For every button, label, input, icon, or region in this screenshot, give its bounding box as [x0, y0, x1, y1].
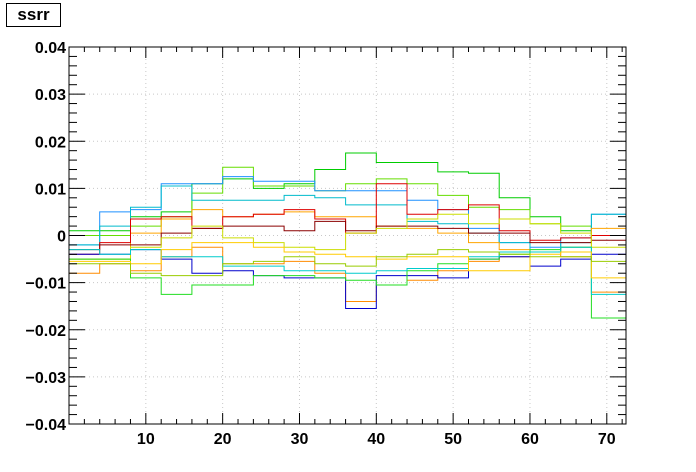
- series-line-6: [69, 183, 626, 255]
- x-tick-label: 60: [521, 431, 539, 448]
- y-tick-label: 0: [57, 229, 66, 246]
- tick-labels: 10 20 30 40 50 60 70 0.04 0.03 0.02 0.01 0 −0.01 −0.0…: [26, 40, 616, 448]
- y-tick-label: 0.02: [35, 134, 66, 151]
- series-line-11: [69, 246, 626, 319]
- series-line-9: [69, 246, 626, 302]
- grid: [69, 46, 626, 425]
- x-tick-label: 50: [444, 431, 462, 448]
- series-line-3: [69, 176, 626, 248]
- series-line-8: [69, 213, 626, 260]
- series-line-14: [69, 249, 626, 277]
- y-tick-label: 0.01: [35, 181, 66, 198]
- x-tick-label: 40: [367, 431, 385, 448]
- x-tick-label: 70: [598, 431, 616, 448]
- axes: [69, 46, 626, 425]
- series-group: [69, 152, 626, 319]
- x-tick-label: 10: [137, 431, 155, 448]
- series-line-13: [69, 242, 626, 279]
- series-line-4: [69, 185, 626, 253]
- series-line-2: [69, 166, 626, 236]
- chart-title: ssrr: [6, 3, 61, 27]
- y-tick-label: −0.01: [26, 276, 67, 293]
- series-line-1: [69, 152, 626, 236]
- y-tick-label: 0.03: [35, 87, 66, 104]
- y-tick-label: −0.04: [26, 417, 67, 434]
- y-tick-label: 0.04: [35, 40, 66, 57]
- series-line-7: [69, 220, 626, 251]
- x-tick-label: 20: [214, 431, 232, 448]
- x-tick-label: 30: [291, 431, 309, 448]
- y-tick-label: −0.02: [26, 323, 67, 340]
- series-line-10: [69, 249, 626, 309]
- y-tick-label: −0.03: [26, 370, 67, 387]
- plot-frame: [68, 46, 627, 425]
